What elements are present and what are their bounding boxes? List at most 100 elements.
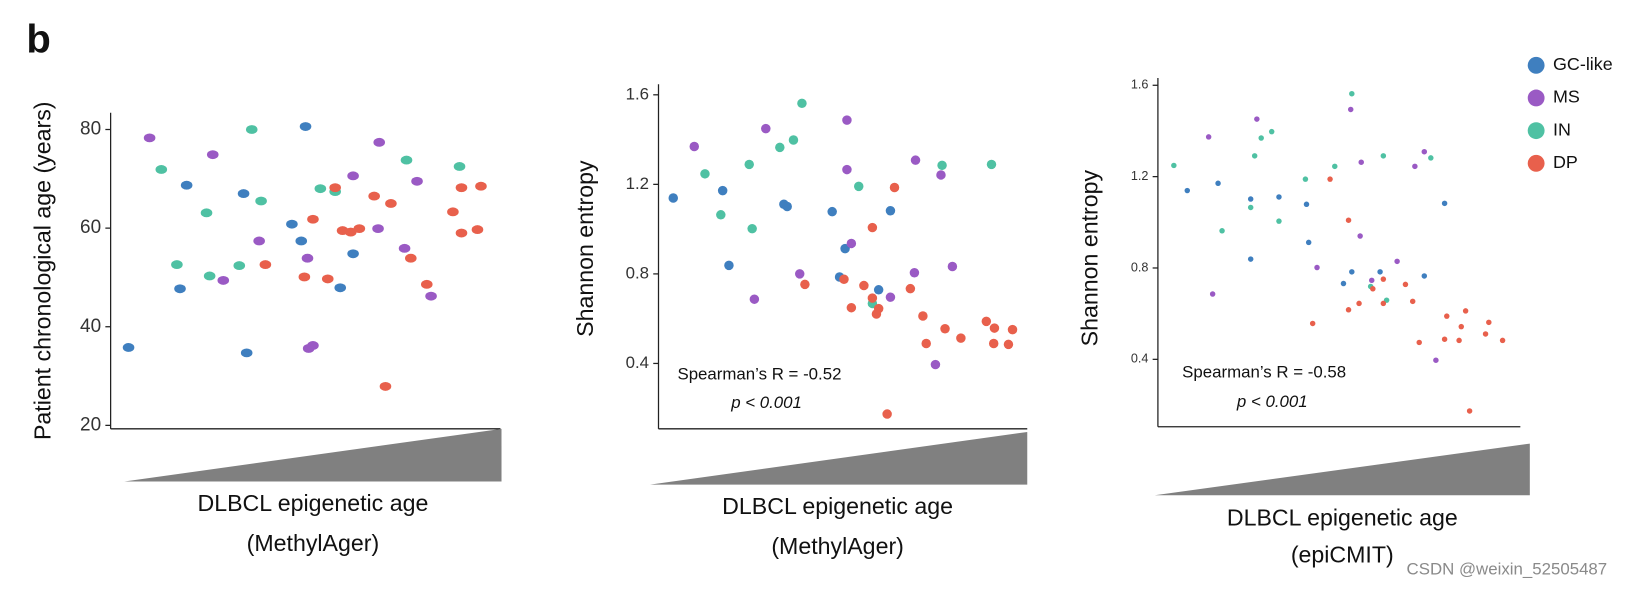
- data-point: [1332, 163, 1338, 170]
- y-tick-label: 1.6: [626, 84, 649, 103]
- figure-body: b CSDN @weixin_52505487 20 40 60 80 DLBCL ep…: [26, 18, 1612, 579]
- data-point: [1428, 155, 1434, 161]
- y-tick-label: 0.4: [626, 353, 649, 372]
- data-point: [885, 292, 896, 302]
- data-point: [910, 155, 921, 165]
- data-point: [1458, 323, 1465, 330]
- data-point: [1314, 264, 1320, 271]
- data-point: [475, 181, 487, 191]
- data-point: [1482, 331, 1489, 337]
- data-point: [1380, 300, 1387, 307]
- data-point: [379, 381, 392, 391]
- data-point: [1380, 153, 1387, 159]
- data-point: [839, 274, 849, 285]
- data-point: [295, 236, 308, 246]
- data-point: [716, 210, 726, 220]
- data-point: [882, 409, 892, 419]
- data-point: [155, 165, 168, 174]
- age-wedge: [124, 428, 502, 482]
- data-point: [747, 223, 757, 234]
- correlation-annotation: Spearman’s R = -0.58: [1182, 362, 1346, 381]
- data-point: [245, 125, 258, 134]
- data-point: [174, 284, 186, 294]
- data-point: [299, 122, 312, 131]
- data-point: [321, 274, 334, 284]
- chart: 20 40 60 80 DLBCL epigenetic age (MethylAger)…: [29, 102, 502, 556]
- data-point: [761, 123, 771, 134]
- y-axis-label: Patient chronological age (years): [29, 102, 55, 441]
- data-point: [1369, 277, 1375, 284]
- data-point: [237, 189, 250, 199]
- data-point: [1251, 153, 1258, 159]
- data-point: [840, 243, 850, 254]
- data-point: [989, 323, 1000, 333]
- data-point: [988, 338, 999, 349]
- data-point: [873, 285, 884, 295]
- data-point: [1357, 233, 1363, 239]
- data-point: [986, 159, 997, 170]
- data-point: [453, 162, 466, 171]
- legend-swatch: [1527, 89, 1545, 107]
- data-point: [1209, 291, 1216, 297]
- data-point: [1345, 217, 1352, 223]
- data-point: [1309, 320, 1316, 327]
- data-point: [240, 348, 253, 358]
- data-point: [255, 196, 267, 206]
- data-point: [827, 206, 837, 217]
- data-point: [1377, 269, 1383, 275]
- data-point: [909, 268, 920, 278]
- data-point: [1402, 281, 1409, 288]
- x-axis-label: (MethylAger): [247, 530, 380, 556]
- y-tick-label: 1.2: [626, 174, 649, 193]
- data-point: [347, 171, 359, 181]
- data-point: [411, 176, 423, 186]
- y-tick-label: 60: [80, 217, 101, 238]
- data-point: [1347, 106, 1354, 113]
- data-point: [307, 214, 319, 224]
- data-point: [940, 324, 950, 334]
- data-point: [180, 180, 193, 190]
- data-point: [1003, 339, 1014, 350]
- data-point: [372, 224, 384, 234]
- data-point: [1456, 337, 1462, 344]
- data-point: [867, 293, 878, 303]
- data-point: [1358, 159, 1364, 165]
- data-point: [1302, 176, 1309, 182]
- legend-label: GC-like: [1553, 54, 1613, 74]
- data-point: [420, 279, 433, 289]
- data-point: [947, 261, 958, 272]
- data-point: [788, 135, 799, 145]
- data-point: [1441, 336, 1448, 342]
- data-point: [1370, 286, 1376, 292]
- legend-swatch: [1527, 56, 1545, 74]
- y-tick-label: 40: [80, 316, 101, 337]
- data-point: [405, 253, 417, 263]
- panel-label: b: [26, 18, 50, 62]
- data-point: [455, 183, 468, 193]
- legend-label: DP: [1553, 152, 1578, 172]
- data-point: [1499, 337, 1506, 344]
- p-value-annotation: p < 0.001: [1236, 392, 1308, 411]
- data-point: [749, 294, 760, 304]
- data-point: [298, 272, 311, 282]
- y-tick-label: 20: [80, 414, 101, 435]
- data-point: [1416, 339, 1422, 346]
- data-point: [846, 302, 857, 313]
- data-point: [1276, 218, 1282, 224]
- y-axis-label: Shannon entropy: [1077, 170, 1103, 347]
- data-point: [842, 115, 852, 125]
- data-point: [1305, 239, 1312, 246]
- data-point: [329, 183, 341, 193]
- data-point: [889, 182, 900, 193]
- data-point: [853, 181, 864, 192]
- data-point: [800, 279, 810, 290]
- data-point: [867, 222, 878, 233]
- data-point: [314, 184, 327, 194]
- data-point: [1171, 162, 1177, 169]
- x-axis-label: (MethylAger): [771, 533, 904, 559]
- data-point: [400, 155, 413, 165]
- data-point: [797, 98, 807, 109]
- data-point: [1349, 269, 1355, 275]
- data-point: [859, 280, 869, 291]
